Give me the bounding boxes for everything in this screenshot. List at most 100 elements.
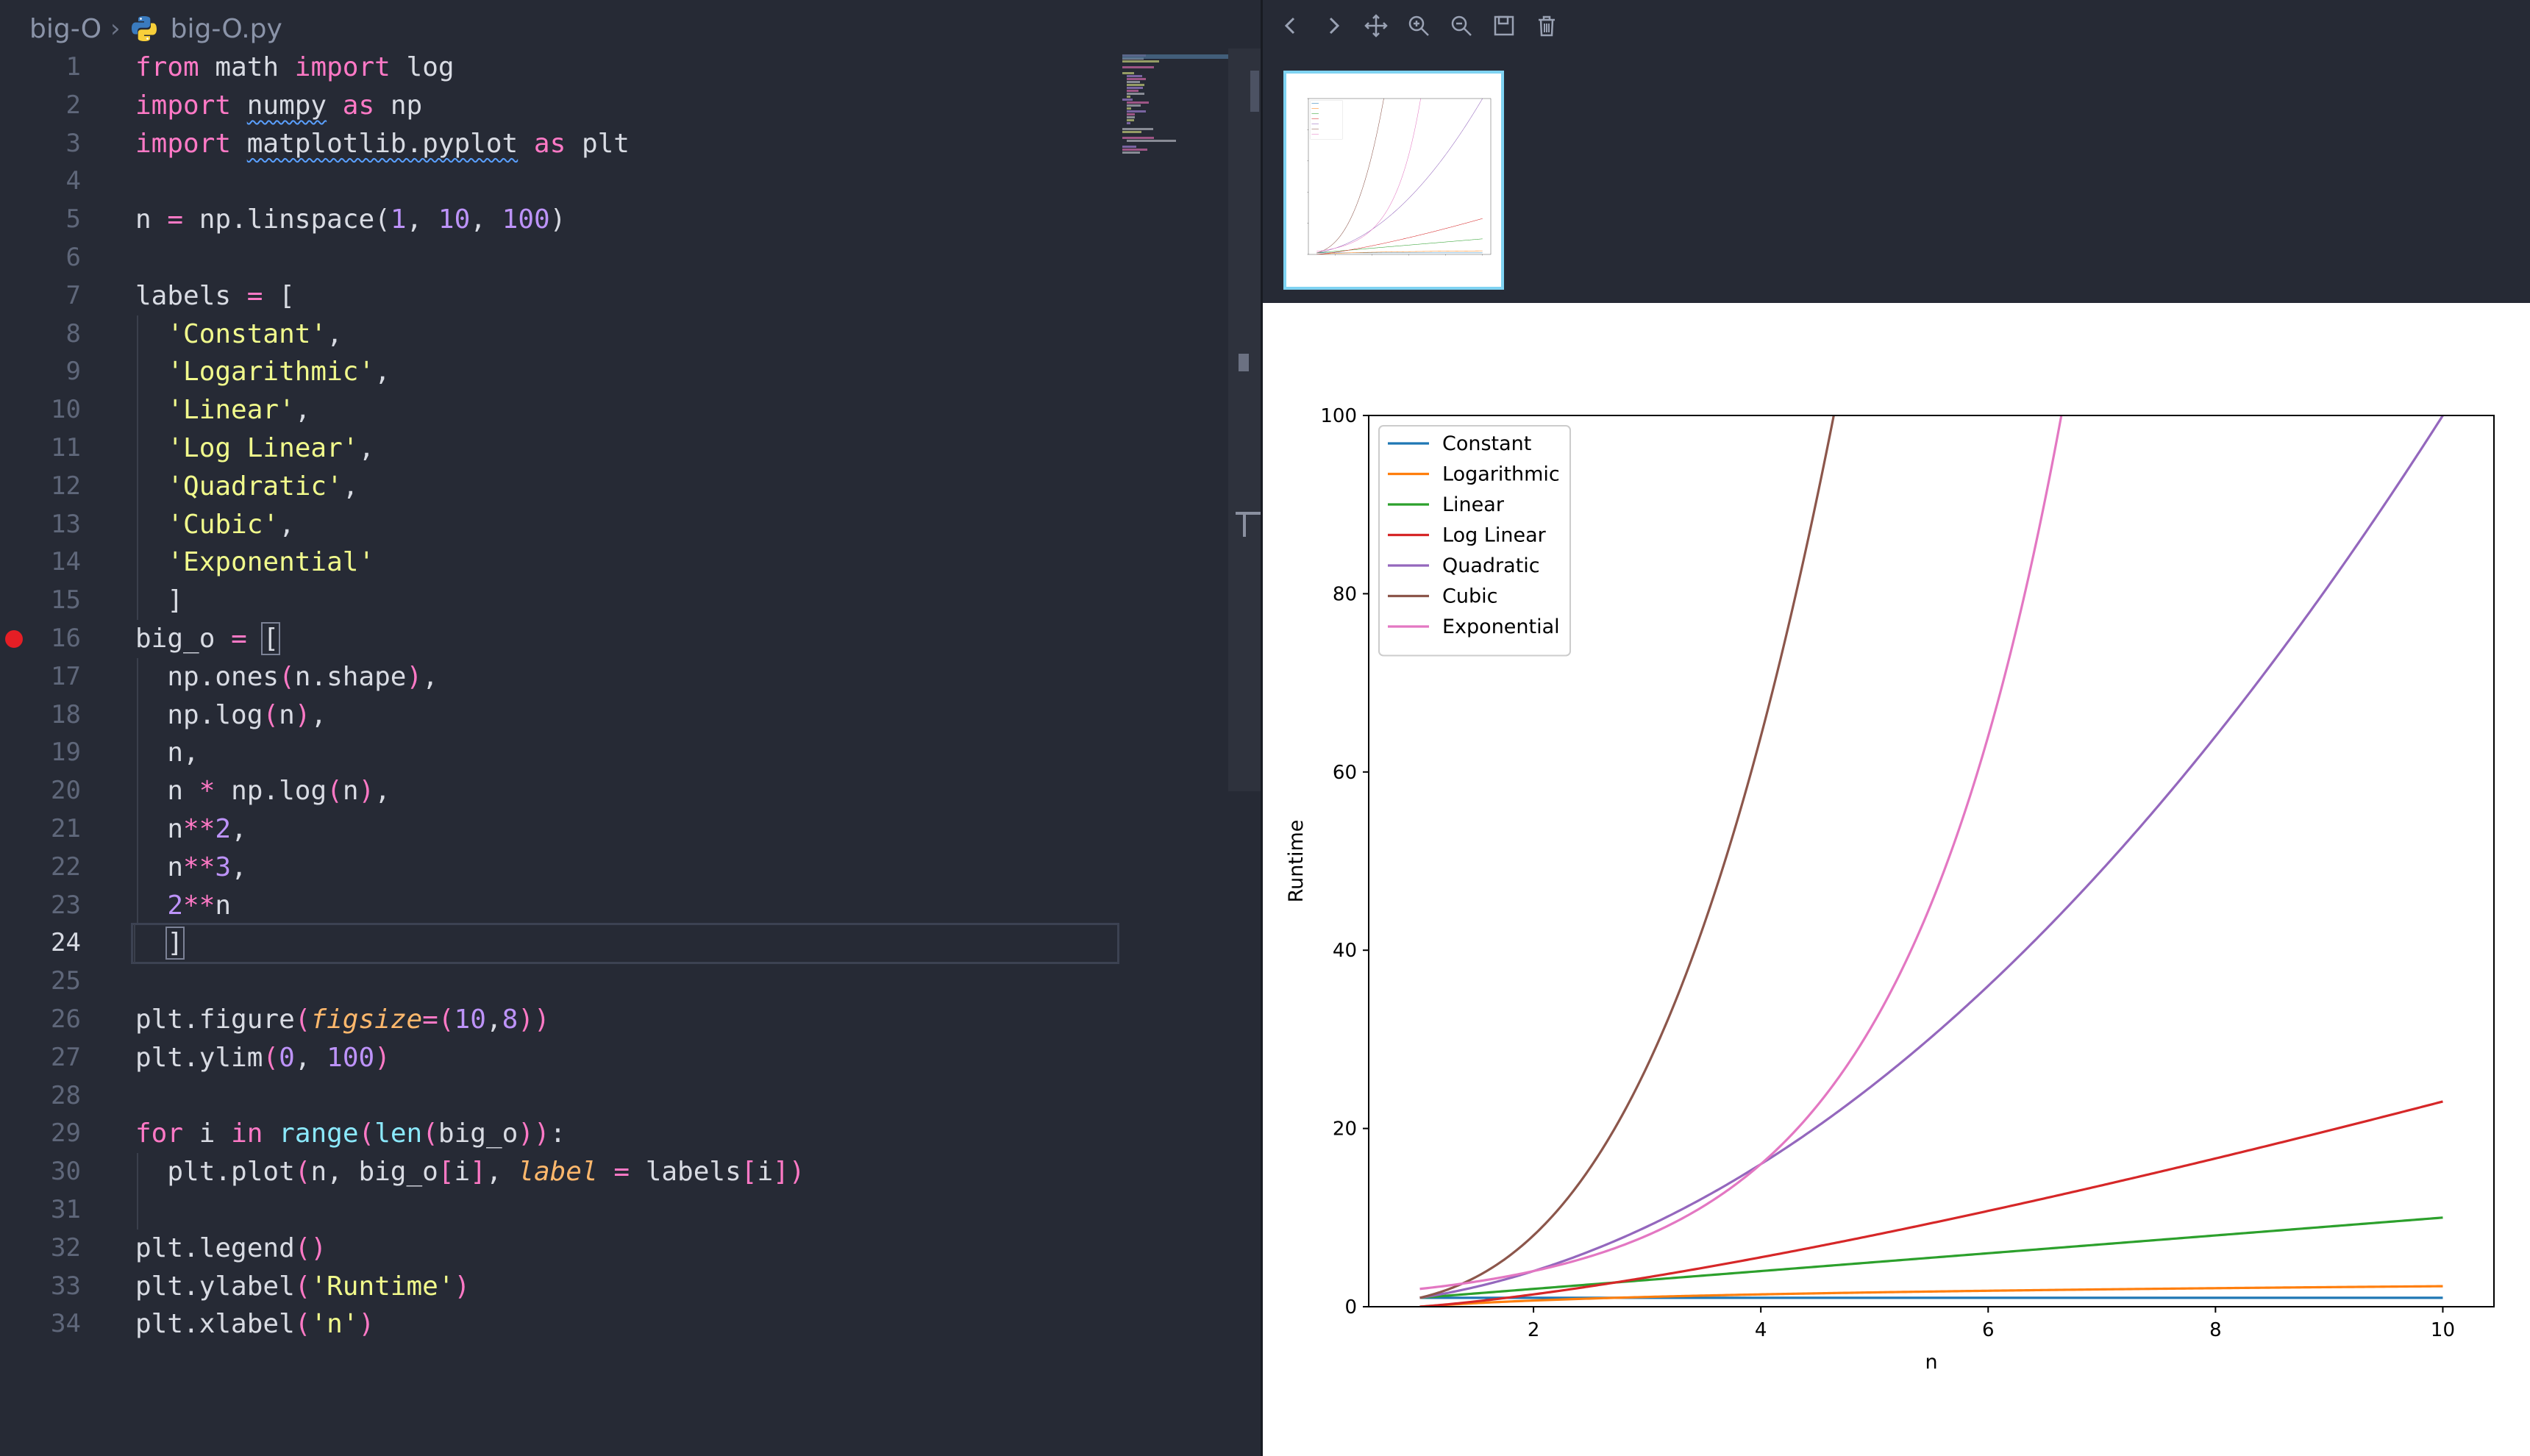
code-line[interactable]: np.log(n),: [135, 696, 1121, 735]
code-line[interactable]: n,: [135, 734, 1121, 773]
line-number[interactable]: 18: [51, 699, 81, 729]
line-number[interactable]: 15: [51, 585, 81, 615]
minimap-line: [1127, 78, 1146, 80]
line-number[interactable]: 3: [65, 128, 81, 158]
code-lines[interactable]: from math import log import numpy as np im…: [131, 49, 1121, 1343]
line-number[interactable]: 5: [65, 204, 81, 235]
line-number[interactable]: 9: [65, 357, 81, 387]
breadcrumb-folder[interactable]: big-O: [29, 13, 102, 44]
code-line[interactable]: plt.legend(): [135, 1232, 327, 1263]
line-number[interactable]: 31: [51, 1194, 81, 1224]
code-line[interactable]: 2**n: [135, 886, 1121, 925]
code-line[interactable]: import numpy as np: [135, 90, 423, 121]
line-number[interactable]: 19: [51, 738, 81, 768]
zoom-out-button[interactable]: [1445, 10, 1478, 42]
minimap-line: [1122, 131, 1141, 133]
code-line[interactable]: for i in range(len(big_o)):: [135, 1118, 566, 1149]
pan-button[interactable]: [1360, 10, 1392, 42]
line-number[interactable]: 28: [51, 1080, 81, 1110]
x-tick-label: 10: [2431, 1319, 2455, 1341]
code-editor[interactable]: big-O › big-O.py 1 2 3 4 5 6 7 8 9 10 11 12 13 14 15 16…: [0, 0, 1261, 1456]
code-line[interactable]: labels = [: [135, 280, 295, 311]
line-number-gutter[interactable]: 1 2 3 4 5 6 7 8 9 10 11 12 13 14 15 16 17 18 19 20 21 22 23 24 2…: [0, 49, 110, 1343]
cursor-marker: [1236, 512, 1261, 515]
code-line[interactable]: big_o = [: [135, 621, 281, 655]
x-tick-label: 2: [1528, 1319, 1540, 1341]
code-line[interactable]: 'Quadratic',: [135, 467, 1121, 506]
code-line[interactable]: plt.xlabel('n'): [135, 1309, 375, 1340]
minimap-line: [1122, 128, 1153, 130]
line-number[interactable]: 25: [51, 966, 81, 996]
code-line[interactable]: plt.ylim(0, 100): [135, 1042, 391, 1073]
code-line[interactable]: plt.figure(figsize=(10,8)): [135, 1004, 550, 1035]
minimap-line: [1122, 151, 1140, 154]
line-number[interactable]: 13: [51, 509, 81, 539]
line-number[interactable]: 23: [51, 890, 81, 920]
line-number[interactable]: 6: [65, 242, 81, 272]
plot-thumbnail[interactable]: [1283, 71, 1504, 290]
line-number[interactable]: 27: [51, 1042, 81, 1072]
code-line[interactable]: 'Exponential': [135, 543, 1121, 582]
scrollbar-thumb[interactable]: [1250, 71, 1259, 112]
minimap-line: [1127, 93, 1144, 95]
code-line[interactable]: [135, 163, 1121, 201]
code-line[interactable]: [135, 1077, 1121, 1116]
code-line[interactable]: n = np.linspace(1, 10, 100): [135, 204, 566, 235]
indent-guide: [137, 543, 138, 582]
code-line[interactable]: 'Cubic',: [135, 505, 1121, 544]
code-line[interactable]: plt.plot(n, big_o[i], label = labels[i]): [135, 1153, 1121, 1191]
line-number[interactable]: 26: [51, 1004, 81, 1034]
line-number[interactable]: 22: [51, 852, 81, 882]
line-number[interactable]: 29: [51, 1118, 81, 1149]
breadcrumb-file[interactable]: big-O.py: [170, 13, 282, 44]
code-line[interactable]: ]: [131, 923, 1119, 965]
line-number[interactable]: 30: [51, 1157, 81, 1187]
line-number[interactable]: 34: [51, 1309, 81, 1339]
line-number[interactable]: 24: [51, 928, 81, 958]
line-number[interactable]: 33: [51, 1271, 81, 1301]
line-number[interactable]: 1: [65, 52, 81, 82]
breakpoint-icon[interactable]: [5, 629, 23, 648]
code-line[interactable]: 'Logarithmic',: [135, 353, 1121, 392]
line-number[interactable]: 32: [51, 1232, 81, 1263]
code-line[interactable]: from math import log: [135, 52, 455, 82]
code-line[interactable]: [135, 963, 1121, 1001]
code-line[interactable]: [135, 239, 1121, 277]
save-plot-button[interactable]: [1488, 10, 1520, 42]
code-line[interactable]: n**2,: [135, 810, 1121, 849]
code-line[interactable]: np.ones(n.shape),: [135, 657, 1121, 696]
line-number[interactable]: 17: [51, 661, 81, 691]
code-line[interactable]: 'Constant',: [135, 315, 1121, 354]
line-number[interactable]: 20: [51, 776, 81, 806]
line-number[interactable]: 14: [51, 547, 81, 577]
line-number[interactable]: 4: [65, 166, 81, 196]
indent-guide: [137, 657, 138, 696]
zoom-in-button[interactable]: [1403, 10, 1435, 42]
minimap-viewport[interactable]: [1122, 54, 1233, 59]
delete-plot-button[interactable]: [1531, 10, 1563, 42]
code-line[interactable]: 'Linear',: [135, 391, 1121, 429]
chevron-right-icon: [1329, 17, 1340, 35]
previous-plot-button[interactable]: [1275, 10, 1307, 42]
minimap[interactable]: [1122, 54, 1233, 157]
next-plot-button[interactable]: [1317, 10, 1350, 42]
line-number[interactable]: 2: [65, 90, 81, 120]
code-line[interactable]: ]: [135, 582, 1121, 620]
line-number[interactable]: 12: [51, 471, 81, 501]
line-number[interactable]: 8: [65, 318, 81, 349]
line-number[interactable]: 7: [65, 280, 81, 310]
line-number[interactable]: 21: [51, 813, 81, 843]
code-line[interactable]: import matplotlib.pyplot as plt: [135, 128, 630, 159]
code-line[interactable]: n**3,: [135, 848, 1121, 887]
vertical-scrollbar[interactable]: [1228, 49, 1261, 791]
series-line-linear: [1316, 238, 1483, 254]
series-line-cubic: [1419, 415, 1835, 1299]
line-number[interactable]: 10: [51, 395, 81, 425]
code-line[interactable]: plt.ylabel('Runtime'): [135, 1271, 471, 1302]
legend-box: [1378, 425, 1571, 657]
code-line[interactable]: n * np.log(n),: [135, 772, 1121, 810]
code-line[interactable]: [135, 1191, 1121, 1230]
line-number[interactable]: 16: [0, 620, 110, 658]
line-number[interactable]: 11: [51, 432, 81, 463]
code-line[interactable]: 'Log Linear',: [135, 429, 1121, 468]
